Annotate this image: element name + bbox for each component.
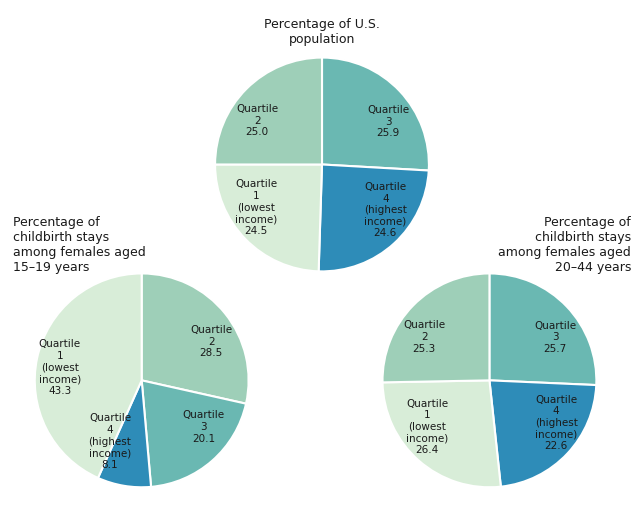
Text: Quartile
1
(lowest
income)
43.3: Quartile 1 (lowest income) 43.3 [39,339,81,396]
Wedge shape [383,380,501,487]
Wedge shape [142,380,246,487]
Text: Quartile
1
(lowest
income)
26.4: Quartile 1 (lowest income) 26.4 [406,399,448,455]
Wedge shape [489,273,596,385]
Text: Quartile
3
25.9: Quartile 3 25.9 [367,105,409,138]
Text: Quartile
2
25.0: Quartile 2 25.0 [236,104,278,137]
Text: Quartile
4
(highest
income)
22.6: Quartile 4 (highest income) 22.6 [535,395,578,451]
Wedge shape [319,164,429,271]
Text: Percentage of
childbirth stays
among females aged
15–19 years: Percentage of childbirth stays among fem… [13,216,146,274]
Wedge shape [383,273,489,382]
Wedge shape [142,273,249,403]
Text: Quartile
2
28.5: Quartile 2 28.5 [190,325,232,358]
Text: Quartile
4
(highest
income)
24.6: Quartile 4 (highest income) 24.6 [364,182,407,238]
Text: Quartile
4
(highest
income)
8.1: Quartile 4 (highest income) 8.1 [88,413,131,470]
Text: Quartile
1
(lowest
income)
24.5: Quartile 1 (lowest income) 24.5 [235,179,278,236]
Text: Quartile
2
25.3: Quartile 2 25.3 [403,320,445,354]
Wedge shape [98,380,151,487]
Wedge shape [215,164,322,271]
Wedge shape [215,58,322,164]
Wedge shape [322,58,429,171]
Text: Quartile
3
20.1: Quartile 3 20.1 [182,410,225,444]
Wedge shape [489,380,596,487]
Text: Quartile
3
25.7: Quartile 3 25.7 [535,321,576,354]
Text: Percentage of U.S.
population: Percentage of U.S. population [264,18,380,46]
Text: Percentage of
childbirth stays
among females aged
20–44 years: Percentage of childbirth stays among fem… [498,216,631,274]
Wedge shape [35,273,142,478]
